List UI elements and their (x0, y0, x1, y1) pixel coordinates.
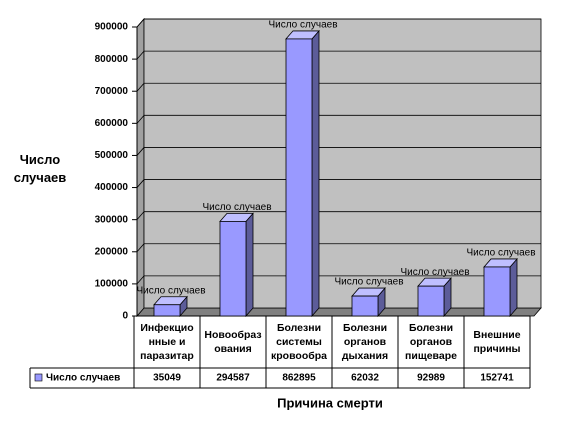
table-value: 152741 (480, 373, 514, 384)
floor (136, 307, 542, 317)
y-tick-label: 900000 (95, 22, 129, 33)
data-label: Число случаев (202, 202, 271, 213)
y-tick-label: 500000 (95, 150, 129, 161)
y-tick-label: 100000 (95, 279, 129, 290)
y-axis-label-part: случаев (14, 170, 67, 185)
bar (483, 266, 511, 317)
category-label: причины (473, 343, 520, 355)
data-table: Число случаев 35049 294587 862895 62032 92989… (29, 315, 531, 389)
category-label: паразитар (140, 350, 194, 362)
y-tick-label: 200000 (95, 246, 129, 257)
grid-line-side (136, 50, 145, 60)
grid-line-side (136, 18, 145, 28)
category-label: Болезни (409, 322, 453, 334)
category-label: Болезни (277, 322, 321, 334)
bar (285, 38, 313, 317)
data-label: Число случаев (268, 20, 337, 31)
category-label: ования (214, 343, 252, 355)
side-wall (136, 17, 145, 318)
back-wall (143, 18, 542, 309)
category-label: органов (344, 336, 387, 348)
grid-line-side (136, 243, 145, 253)
bar (417, 285, 445, 317)
y-tick-label: 300000 (95, 214, 129, 225)
y-tick-label: 800000 (95, 54, 129, 65)
legend-label: Число случаев (46, 373, 120, 384)
grid-line-side (136, 147, 145, 156)
legend-swatch (34, 373, 43, 382)
category-label: системы (276, 336, 322, 348)
table-value: 92989 (417, 373, 445, 384)
category-label: пищеваре (405, 350, 457, 362)
data-label: Число случаев (136, 285, 205, 296)
category-label: органов (410, 336, 453, 348)
y-axis-label-part: Число (20, 152, 60, 167)
category-label: дыхания (342, 350, 388, 362)
bar-side (509, 257, 518, 318)
y-tick-label: 0 (122, 311, 128, 322)
grid-line-side (136, 82, 145, 92)
y-tick-label: 400000 (95, 182, 129, 193)
category-label: Новообраз (204, 329, 261, 341)
table-value: 35049 (153, 373, 181, 384)
x-axis-label: Причина смерти (277, 395, 383, 410)
category-label: Инфекцио (140, 322, 193, 334)
bar-side (311, 29, 320, 318)
bar (219, 221, 247, 317)
data-label: Число случаев (400, 267, 469, 278)
table-value: 62032 (351, 373, 379, 384)
category-label: Болезни (343, 322, 387, 334)
category-label: кровообра (271, 350, 327, 362)
y-tick-label: 700000 (95, 86, 129, 97)
grid-line-side (136, 211, 145, 220)
grid-line-side (136, 115, 145, 124)
data-label: Число случаев (466, 248, 535, 259)
bar (351, 295, 379, 317)
table-value: 862895 (282, 373, 316, 384)
table-value: 294587 (216, 373, 250, 384)
grid-line-side (136, 275, 145, 285)
y-axis-label: Число случаев (14, 152, 67, 185)
y-tick-label: 600000 (95, 118, 129, 129)
category-label: Внешние (473, 329, 520, 341)
grid-line-side (136, 179, 145, 188)
bar (153, 304, 181, 317)
category-label: нные и (149, 336, 186, 348)
bar-side (245, 212, 254, 318)
data-label: Число случаев (334, 277, 403, 288)
